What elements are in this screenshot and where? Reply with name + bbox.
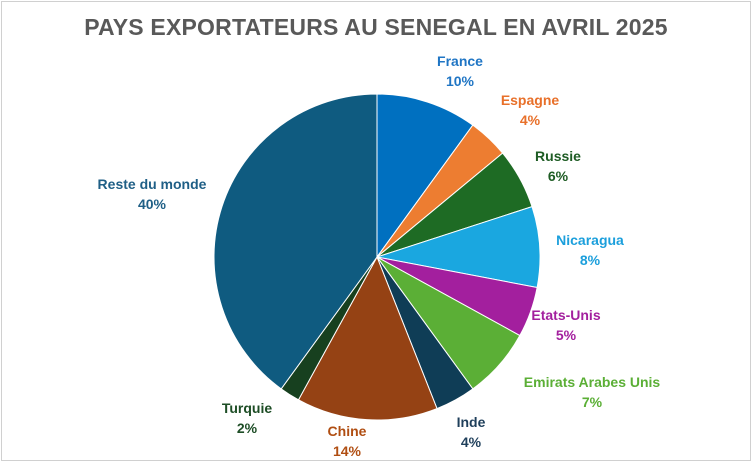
slice-label-value: 10%: [446, 73, 475, 89]
slice-label-value: 7%: [582, 394, 603, 410]
slice-label-value: 2%: [237, 420, 258, 436]
slice-label-value: 8%: [580, 252, 601, 268]
slice-label-name: Chine: [328, 423, 367, 439]
slice-label-name: Reste du monde: [98, 176, 207, 192]
slice-label-name: Emirats Arabes Unis: [524, 374, 661, 390]
slice-label-name: Etats-Unis: [531, 307, 600, 323]
slice-label-name: Russie: [535, 148, 581, 164]
slice-label-value: 4%: [461, 434, 482, 450]
pie-slice-chine: [297, 255, 438, 421]
pie-labels: France 10% Espagne 4% Russie 6% Nicaragua 8% Eta…: [98, 53, 661, 459]
slice-label-value: 5%: [556, 327, 577, 343]
slice-label-value: 4%: [520, 112, 541, 128]
pie-slice-reste-du-monde: [213, 93, 378, 390]
slice-label-value: 6%: [548, 168, 569, 184]
pie-slice-france: [376, 93, 474, 259]
slice-label-value: 40%: [138, 196, 167, 212]
slice-label-value: 14%: [333, 443, 362, 459]
slice-label-name: Espagne: [501, 92, 560, 108]
slice-label-name: Inde: [457, 414, 486, 430]
pie-slices: [213, 93, 541, 421]
slice-label-name: France: [437, 53, 483, 69]
slice-label-name: Nicaragua: [556, 232, 624, 248]
chart-title: PAYS EXPORTATEURS AU SENEGAL EN AVRIL 20…: [84, 14, 668, 40]
slice-label-name: Turquie: [222, 400, 273, 416]
